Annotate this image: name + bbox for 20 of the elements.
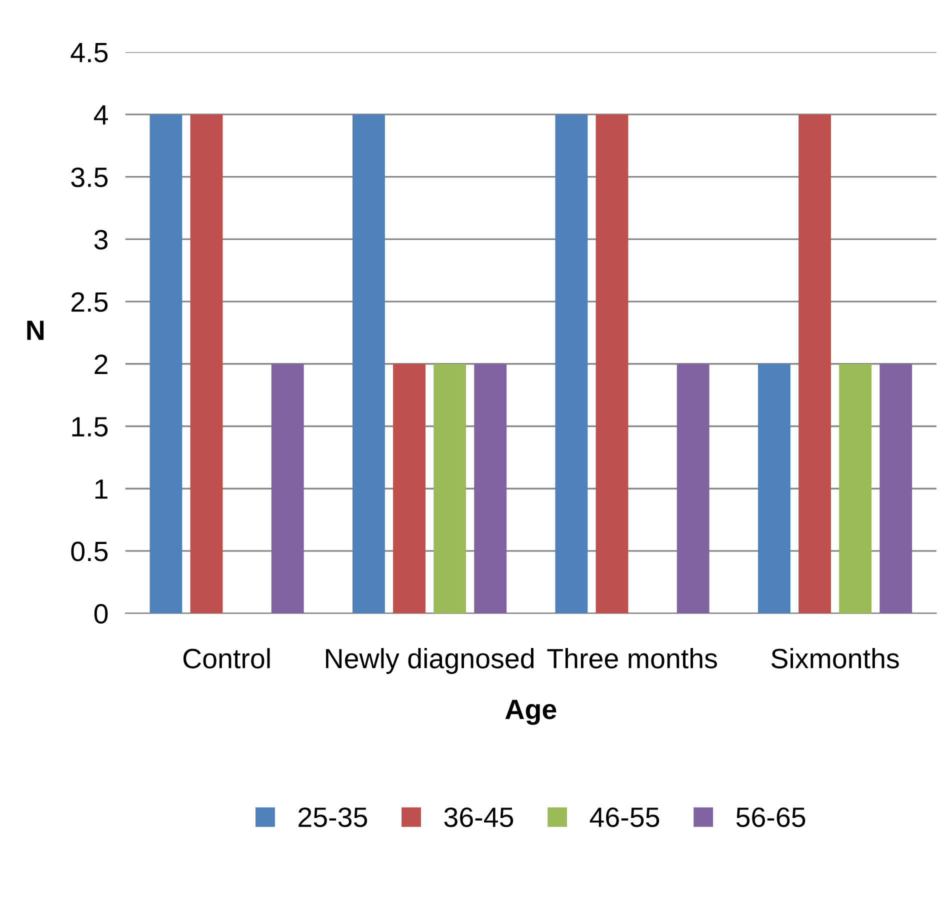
y-tick-label: 0.5: [71, 542, 108, 562]
y-tick-label: 3.5: [71, 167, 108, 188]
y-axis-title: N: [27, 320, 44, 340]
x-tick-label: Three months: [547, 648, 717, 668]
legend-label: 46-55: [590, 807, 660, 828]
x-axis-title: Age: [505, 700, 556, 725]
legend-label: 25-35: [298, 807, 368, 828]
legend-label: 56-65: [736, 807, 806, 828]
y-tick-label: 0: [94, 604, 108, 624]
y-tick-label: 4: [94, 105, 108, 125]
y-tick-label: 2.5: [72, 292, 108, 312]
y-tick-label: 1.5: [72, 417, 108, 437]
y-tick-label: 1: [95, 480, 108, 499]
x-tick-label: Sixmonths: [771, 648, 899, 668]
x-tick-label: Control: [183, 648, 270, 668]
y-tick-label: 2: [94, 354, 108, 374]
y-tick-label: 4.5: [70, 43, 108, 62]
legend-label: 36-45: [444, 807, 514, 828]
y-tick-label: 3: [94, 230, 108, 250]
x-tick-label: Newly diagnosed: [326, 648, 534, 674]
